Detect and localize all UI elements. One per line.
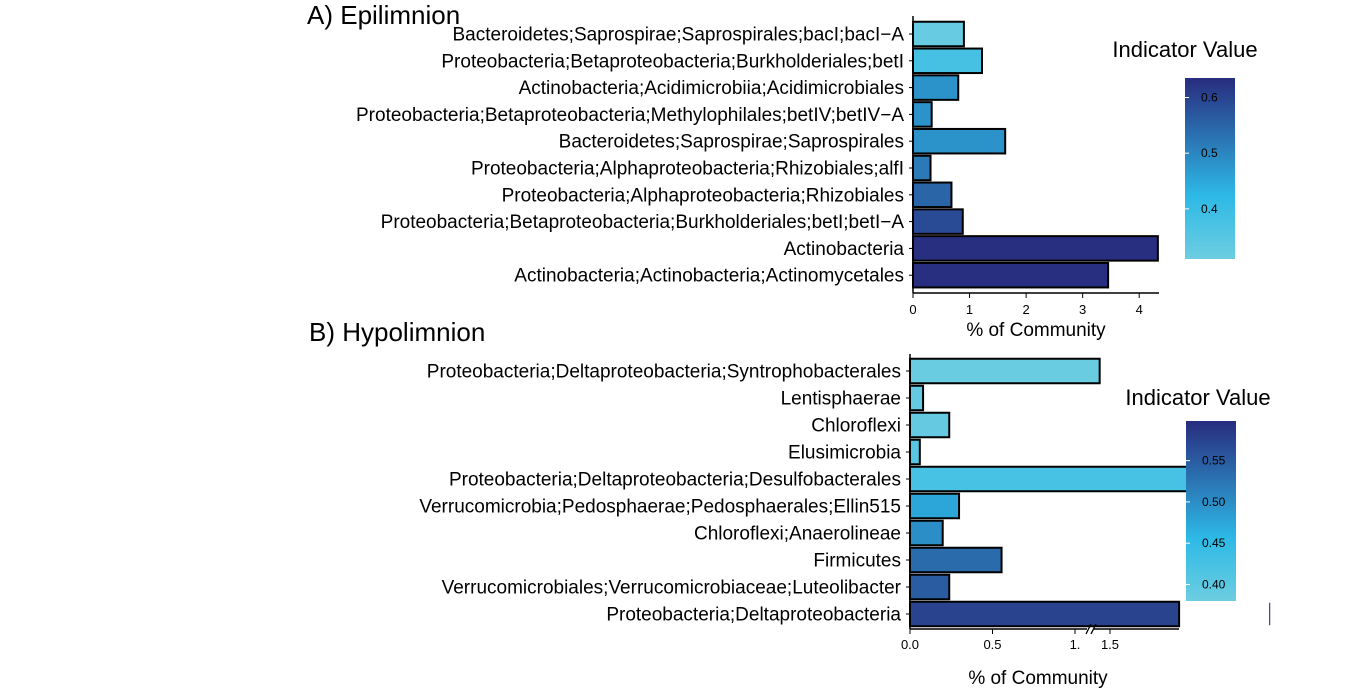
panel-b-category-label: Proteobacteria;Deltaproteobacteria <box>606 605 901 626</box>
panel-b-category-label: Firmicutes <box>813 551 901 572</box>
panel-b-bar <box>909 438 921 466</box>
panel-a-epilimnion: A) Epilimnion Bacteroidetes;Saprospirae;… <box>307 0 1258 341</box>
panel-a-bar <box>912 101 933 128</box>
panel-a-category-label: Actinobacteria;Actinobacteria;Actinomyce… <box>514 266 904 287</box>
panel-b-colorbar <box>1186 421 1236 601</box>
panel-a-x-ticks: 0 1 2 3 4 <box>909 293 1143 317</box>
panel-b-legend-tick-label: 0.45 <box>1202 536 1226 550</box>
panel-a-x-axis-title: % of Community <box>966 320 1106 341</box>
panel-a-category-label: Bacteroidetes;Saprospirae;Saprospirales;… <box>452 25 904 46</box>
panel-b-axis-break-mark <box>1085 623 1092 635</box>
panel-b-category-label: Proteobacteria;Deltaproteobacteria;Syntr… <box>427 362 901 383</box>
panel-b-bar <box>909 411 951 439</box>
panel-a-category-label: Actinobacteria;Acidimicrobiia;Acidimicro… <box>519 78 904 99</box>
panel-b-bar <box>909 384 925 412</box>
panel-b-legend-tick-label: 0.50 <box>1202 495 1226 509</box>
panel-b-category-label: Verrucomicrobiales;Verrucomicrobiaceae;L… <box>442 578 902 599</box>
panel-b-category-label: Chloroflexi;Anaerolineae <box>694 524 901 545</box>
panel-b-bar <box>909 357 1101 385</box>
panel-a-bars <box>912 20 1159 289</box>
panel-a-bar <box>912 261 1110 289</box>
panel-b-bars <box>909 357 1271 628</box>
panel-b-bar <box>909 519 944 547</box>
panel-b-category-labels: Proteobacteria;Deltaproteobacteria;Syntr… <box>419 362 910 626</box>
panel-b-legend-tick-label: 0.40 <box>1202 577 1226 591</box>
panel-a-colorbar <box>1185 78 1235 259</box>
panel-b-bar <box>909 546 1003 574</box>
panel-b-bar <box>909 465 1212 493</box>
panel-b-legend-ticks: 0.40 0.45 0.50 0.55 <box>1186 454 1226 591</box>
panel-a-legend-tick-label: 0.6 <box>1201 90 1218 104</box>
panel-a-bar <box>912 181 953 209</box>
panel-b-x-tick-label: 0.5 <box>983 637 1001 652</box>
panel-a-bar <box>912 127 1007 155</box>
panel-b-x-axis-title: % of Community <box>968 668 1108 689</box>
panel-b-x-tick-label: 1. <box>1070 637 1081 652</box>
panel-a-legend-tick-label: 0.5 <box>1201 146 1218 160</box>
panel-a-x-tick-label: 4 <box>1136 302 1143 317</box>
panel-b-x-ticks: 0.0 0.5 1. 1.5 <box>901 629 1119 652</box>
panel-a-category-label: Proteobacteria;Alphaproteobacteria;Rhizo… <box>471 159 904 180</box>
panel-a-x-tick-label: 2 <box>1022 302 1029 317</box>
panel-b-bar <box>909 492 961 520</box>
panel-b-legend-title: Indicator Value <box>1125 385 1270 410</box>
panel-b-x-tick-label: 1.5 <box>1101 637 1119 652</box>
panel-a-legend-tick-label: 0.4 <box>1201 202 1218 216</box>
panel-a-bar <box>912 154 932 182</box>
panel-a-category-label: Proteobacteria;Betaproteobacteria;Burkho… <box>441 51 904 72</box>
panel-b-title: B) Hypolimnion <box>309 317 485 347</box>
panel-a-bar <box>912 20 965 48</box>
panel-b-axis-break-mark <box>1090 623 1097 635</box>
panel-a-category-label: Proteobacteria;Betaproteobacteria;Methyl… <box>356 105 904 126</box>
panel-a-x-tick-label: 0 <box>909 302 916 317</box>
panel-a-bar <box>912 47 983 75</box>
panel-b-category-label: Chloroflexi <box>811 416 901 437</box>
panel-a-x-tick-label: 3 <box>1079 302 1086 317</box>
panel-a-title: A) Epilimnion <box>307 0 460 30</box>
panel-a-bar <box>912 208 964 235</box>
panel-b-category-label: Proteobacteria;Deltaproteobacteria;Desul… <box>449 470 901 491</box>
panel-b-category-label: Lentisphaerae <box>781 389 901 410</box>
panel-b-hypolimnion: B) Hypolimnion Proteobacteria;Deltaprote… <box>309 317 1271 689</box>
panel-b-category-label: Elusimicrobia <box>788 443 901 464</box>
panel-a-category-label: Actinobacteria <box>784 239 905 260</box>
panel-a-category-labels: Bacteroidetes;Saprospirae;Saprospirales;… <box>356 25 913 287</box>
panel-a-category-label: Proteobacteria;Betaproteobacteria;Burkho… <box>381 212 905 233</box>
panel-a-legend-ticks: 0.4 0.5 0.6 <box>1185 90 1218 216</box>
panel-b-legend-tick-label: 0.55 <box>1202 454 1226 468</box>
panel-a-category-label: Bacteroidetes;Saprospirae;Saprospirales <box>559 132 904 153</box>
panel-a-category-label: Proteobacteria;Alphaproteobacteria;Rhizo… <box>502 185 904 206</box>
panel-a-legend-title: Indicator Value <box>1112 37 1257 62</box>
panel-b-category-label: Verrucomicrobia;Pedosphaerae;Pedosphaera… <box>419 497 901 518</box>
panel-a-x-tick-label: 1 <box>966 302 973 317</box>
panel-b-bar <box>909 600 1181 628</box>
panel-b-x-tick-label: 0.0 <box>901 637 919 652</box>
panel-a-bar <box>912 235 1159 262</box>
panel-b-bar <box>909 573 951 601</box>
panel-a-bar <box>912 74 960 101</box>
